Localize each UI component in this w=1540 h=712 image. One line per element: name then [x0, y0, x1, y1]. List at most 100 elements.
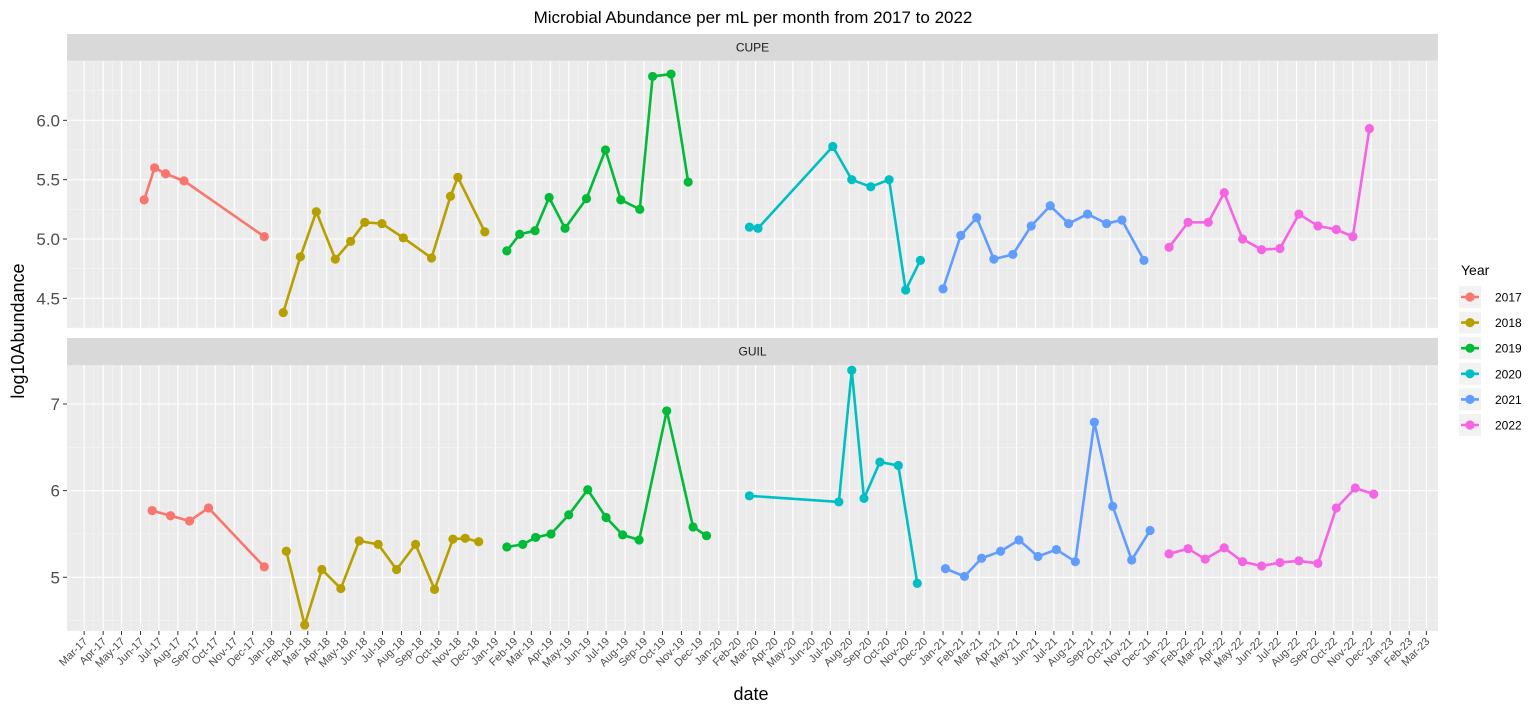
data-point	[847, 365, 857, 375]
series-2018	[278, 172, 490, 318]
facet-strip-label: CUPE	[736, 41, 769, 55]
data-point	[688, 522, 698, 532]
legend-title: Year	[1461, 262, 1490, 278]
data-point	[1101, 218, 1112, 229]
data-point	[373, 539, 383, 549]
legend-label: 2019	[1495, 342, 1522, 356]
data-point	[336, 583, 346, 594]
legend-item-2019: 2019	[1459, 337, 1522, 360]
data-point	[560, 223, 570, 233]
data-point	[634, 535, 644, 545]
legend-key-point	[1465, 369, 1475, 379]
legend-label: 2020	[1495, 367, 1522, 381]
series-2019	[502, 406, 712, 552]
data-point	[530, 226, 540, 236]
x-axis-title: date	[733, 684, 768, 704]
data-point	[1145, 525, 1155, 536]
data-point	[426, 253, 437, 263]
data-point	[859, 493, 869, 504]
series-line	[748, 145, 922, 292]
data-point	[1108, 501, 1118, 511]
y-tick-label: 6	[51, 482, 60, 501]
data-point	[884, 175, 894, 185]
legend-item-2022: 2022	[1459, 414, 1522, 436]
legend-item-2018: 2018	[1459, 311, 1522, 334]
data-point	[1237, 234, 1248, 244]
data-point	[989, 254, 999, 264]
data-point	[1089, 417, 1099, 427]
data-point	[600, 145, 611, 155]
data-point	[354, 536, 364, 546]
gridlines	[67, 365, 1438, 631]
data-point	[515, 229, 525, 239]
legend-label: 2021	[1495, 393, 1522, 407]
data-point	[259, 562, 269, 572]
data-point	[1237, 557, 1248, 567]
data-point	[1008, 249, 1018, 260]
data-point	[398, 233, 408, 243]
data-point	[203, 503, 214, 513]
series-2021	[940, 417, 1155, 582]
data-point	[972, 213, 982, 223]
data-point	[1256, 561, 1267, 571]
data-point	[1070, 557, 1080, 567]
data-point	[1200, 554, 1210, 564]
legend-key-point	[1465, 343, 1475, 353]
data-point	[683, 177, 693, 187]
data-point	[744, 222, 755, 232]
data-point	[1082, 209, 1093, 219]
series-2020	[744, 141, 925, 295]
data-point	[834, 497, 844, 507]
data-point	[300, 620, 310, 630]
data-point	[583, 485, 593, 495]
data-point	[1331, 224, 1341, 235]
data-point	[1183, 217, 1193, 227]
panel-background	[67, 61, 1438, 328]
data-point	[1127, 555, 1137, 565]
data-point	[875, 457, 885, 467]
data-point	[1364, 124, 1374, 134]
legend-item-2021: 2021	[1459, 388, 1522, 411]
series-2017	[139, 163, 269, 242]
data-point	[179, 176, 189, 186]
data-point	[460, 533, 470, 543]
data-point	[666, 69, 676, 79]
data-point	[662, 406, 672, 416]
data-point	[996, 546, 1006, 556]
data-point	[1026, 221, 1036, 231]
data-point	[1348, 232, 1358, 242]
data-point	[701, 531, 712, 541]
data-point	[915, 255, 925, 265]
data-point	[1294, 209, 1304, 219]
data-point	[502, 542, 512, 552]
data-point	[618, 530, 628, 540]
data-point	[1219, 188, 1229, 198]
y-tick-label: 4.5	[36, 289, 60, 308]
data-point	[184, 516, 195, 526]
data-point	[346, 236, 356, 246]
data-point	[544, 192, 554, 203]
panel-cupe: CUPE 4.5 5.0 5.5 6.0	[36, 34, 1438, 329]
data-point	[1064, 218, 1074, 229]
data-point	[635, 204, 645, 214]
data-point	[1313, 221, 1323, 231]
data-point	[453, 172, 463, 182]
data-point	[448, 534, 458, 544]
data-point	[581, 194, 592, 204]
facet-panels: CUPE 4.5 5.0 5.5 6.0 GUIL 5 6 7	[36, 34, 1438, 631]
panel-guil: GUIL 5 6 7	[51, 338, 1438, 631]
data-point	[1045, 201, 1055, 211]
gridlines	[67, 60, 1438, 329]
data-point	[1183, 544, 1193, 554]
data-point	[161, 169, 171, 179]
data-point	[518, 539, 528, 549]
data-point	[445, 191, 456, 201]
data-point	[959, 571, 970, 582]
legend-label: 2018	[1495, 316, 1522, 330]
data-point	[1014, 535, 1024, 545]
data-point	[564, 510, 574, 520]
legend-key-point	[1465, 318, 1475, 328]
series-2020	[744, 365, 922, 588]
data-point	[828, 141, 838, 152]
